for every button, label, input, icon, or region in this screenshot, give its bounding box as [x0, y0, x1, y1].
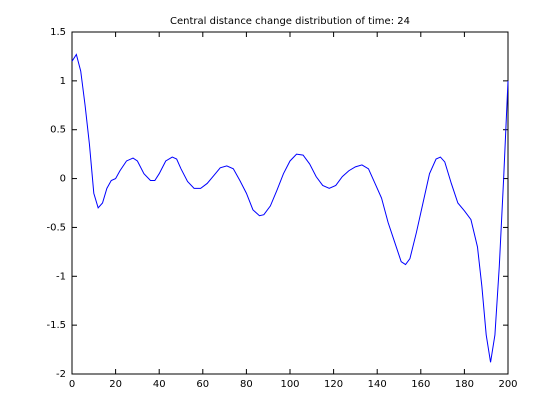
x-tick-label: 140	[368, 379, 387, 390]
x-tick-label: 100	[280, 379, 299, 390]
plot-box	[71, 31, 509, 375]
y-tick-label: 1.5	[50, 27, 66, 38]
y-tick-label: 0	[60, 174, 66, 185]
y-tick-label: 1	[60, 76, 66, 87]
x-tick-label: 80	[240, 379, 253, 390]
x-tick-label: 60	[196, 379, 209, 390]
y-tick-label: 0.5	[50, 125, 66, 136]
x-tick-label: 160	[411, 379, 430, 390]
x-tick-label: 200	[498, 379, 517, 390]
line-series	[71, 53, 509, 363]
y-tick-label: -2	[56, 369, 66, 380]
x-tick-label: 120	[324, 379, 343, 390]
x-tick-label: 0	[69, 379, 75, 390]
chart-title: Central distance change distribution of …	[170, 16, 410, 27]
x-tick-label: 180	[455, 379, 474, 390]
y-tick-label: -1	[56, 271, 66, 282]
x-tick-label: 40	[153, 379, 166, 390]
y-tick-label: -0.5	[46, 222, 66, 233]
x-tick-label: 20	[109, 379, 122, 390]
y-tick-label: -1.5	[46, 320, 66, 331]
